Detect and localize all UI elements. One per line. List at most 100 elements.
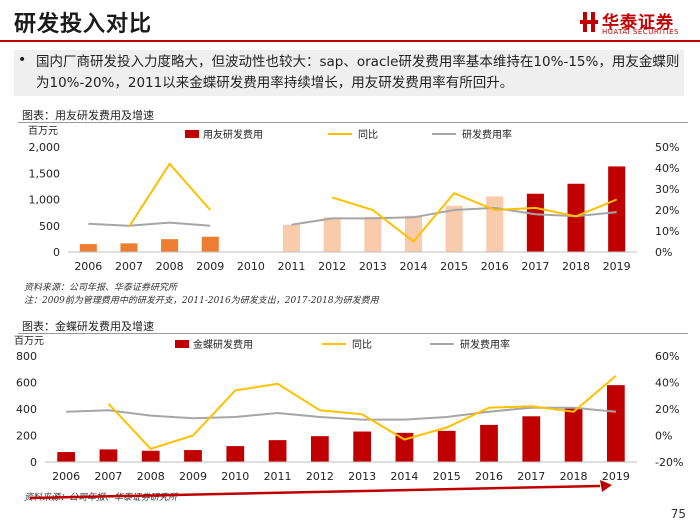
chart2-ytick-left: 0 bbox=[30, 456, 37, 469]
page-title: 研发投入对比 bbox=[14, 11, 153, 37]
chart1-bar bbox=[364, 216, 382, 252]
chart2-ytick-left: 200 bbox=[16, 430, 37, 443]
chart2-legend-bar-swatch bbox=[175, 340, 189, 348]
chart1-ytick-right: 40% bbox=[655, 162, 679, 175]
chart1-xtick: 2015 bbox=[440, 260, 468, 273]
chart1-xtick: 2018 bbox=[562, 260, 590, 273]
chart2-xtick: 2018 bbox=[560, 470, 588, 483]
chart2-bar bbox=[564, 407, 583, 462]
header-divider bbox=[0, 40, 700, 42]
chart2-bar bbox=[606, 385, 625, 462]
chart2-bar bbox=[437, 430, 456, 462]
chart1-bar bbox=[79, 244, 97, 252]
page-number: 75 bbox=[670, 507, 686, 521]
chart2-xtick: 2019 bbox=[602, 470, 630, 483]
chart1-label: 图表：用友研发费用及增速 bbox=[22, 109, 154, 122]
chart2-ytick-right: 60% bbox=[655, 350, 679, 363]
chart1-line-yoy bbox=[331, 191, 618, 243]
chart1-bar bbox=[120, 243, 138, 252]
chart2-line-yoy bbox=[107, 375, 617, 450]
chart2-ytick-left: 400 bbox=[16, 403, 37, 416]
chart1-xtick: 2008 bbox=[156, 260, 184, 273]
chart1-bar bbox=[404, 215, 422, 252]
chart2-label-rule bbox=[18, 333, 688, 334]
chart2-bar bbox=[99, 449, 118, 462]
chart2-line-rate bbox=[66, 406, 616, 421]
chart1-legend-yoy-label: 同比 bbox=[358, 129, 378, 141]
chart1-xtick: 2012 bbox=[318, 260, 346, 273]
chart2-xtick: 2006 bbox=[52, 470, 80, 483]
chart2-bar bbox=[480, 424, 498, 462]
chart2-ytick-right: 20% bbox=[655, 403, 679, 416]
chart1-bar bbox=[201, 236, 219, 252]
bullet-icon: • bbox=[18, 52, 27, 68]
chart2-bar bbox=[353, 431, 372, 462]
huatai-logo-icon bbox=[580, 12, 598, 32]
chart1-ytick-right: 50% bbox=[655, 141, 679, 154]
chart1-xtick: 2007 bbox=[115, 260, 143, 273]
chart1-bar bbox=[608, 166, 626, 252]
chart1-line-rate bbox=[88, 221, 211, 227]
chart2-unit-label: 百万元 bbox=[14, 335, 44, 347]
chart2-xtick: 2011 bbox=[264, 470, 292, 483]
chart2-ytick-left: 800 bbox=[16, 350, 37, 363]
chart2-xtick: 2014 bbox=[390, 470, 418, 483]
chart2-bar bbox=[268, 440, 287, 462]
chart1-bar bbox=[283, 224, 301, 252]
chart2-bar bbox=[226, 446, 245, 462]
chart1-xtick: 2006 bbox=[74, 260, 102, 273]
chart2-ytick-right: 0% bbox=[655, 430, 672, 443]
chart2-ytick-right: 40% bbox=[655, 377, 679, 390]
chart2-source: 资料来源：公司年报、华泰证券研究所 bbox=[24, 493, 178, 503]
chart1-xtick: 2009 bbox=[196, 260, 224, 273]
chart1-ytick-right: 10% bbox=[655, 225, 679, 238]
brand-logo: 华泰证券 HUATAI SECURITIES bbox=[580, 8, 692, 38]
chart1-bar bbox=[567, 183, 585, 252]
chart2-ytick-right: -20% bbox=[655, 456, 683, 469]
chart2-bar bbox=[184, 450, 202, 462]
chart1-xtick: 2019 bbox=[603, 260, 631, 273]
chart2-legend-bar-label: 金蝶研发费用 bbox=[193, 338, 253, 351]
chart2-xtick: 2008 bbox=[137, 470, 165, 483]
chart2-xtick: 2016 bbox=[475, 470, 503, 483]
chart1-ytick-right: 30% bbox=[655, 183, 679, 196]
chart1-ytick-left: 0 bbox=[53, 246, 60, 259]
chart1-ytick-left: 500 bbox=[39, 220, 60, 233]
chart1-legend-bar-label: 用友研发费用 bbox=[203, 128, 263, 141]
logo-subtext: HUATAI SECURITIES bbox=[602, 28, 679, 36]
accent-arrow-icon bbox=[600, 480, 612, 492]
chart2-xtick: 2007 bbox=[94, 470, 122, 483]
chart1-bar bbox=[486, 196, 504, 252]
chart1-legend-rate-label: 研发费用率 bbox=[462, 128, 512, 141]
chart1-label-rule bbox=[18, 122, 688, 123]
chart2-bar bbox=[57, 452, 76, 462]
chart1-xtick: 2016 bbox=[481, 260, 509, 273]
chart2-bar bbox=[310, 436, 329, 462]
chart1-xtick: 2011 bbox=[278, 260, 306, 273]
chart1-source: 资料来源：公司年报、华泰证券研究所 bbox=[24, 283, 178, 293]
chart1-legend-bar-swatch bbox=[185, 130, 199, 138]
chart2-xtick: 2015 bbox=[433, 470, 461, 483]
chart1-ytick-right: 20% bbox=[655, 204, 679, 217]
chart1-unit-label: 百万元 bbox=[28, 125, 58, 137]
chart1-note: 注：2009前为管理费用中的研发开支，2011-2016为研发支出，2017-2… bbox=[24, 296, 379, 306]
chart2-label: 图表：金蝶研发费用及增速 bbox=[22, 320, 154, 333]
chart1-xtick: 2010 bbox=[237, 260, 265, 273]
chart1-line-yoy bbox=[128, 162, 212, 228]
accent-line bbox=[29, 484, 601, 500]
summary-text: 国内厂商研发投入力度略大，但波动性也较大：sap、oracle研发费用率基本维持… bbox=[36, 54, 680, 91]
chart1-bar bbox=[445, 205, 463, 252]
chart2-ytick-left: 600 bbox=[16, 377, 37, 390]
chart1-bar bbox=[161, 239, 179, 252]
chart1-xtick: 2013 bbox=[359, 260, 387, 273]
chart2-bar bbox=[141, 450, 160, 462]
bottom-accent bbox=[29, 480, 612, 500]
chart1-xtick: 2017 bbox=[521, 260, 549, 273]
chart1-ytick-right: 0% bbox=[655, 246, 672, 259]
chart1-svg: 百万元 0 500 1,000 1,500 2,000 0% 10% 20% 30% 40% 50% 2… bbox=[28, 125, 679, 273]
chart2-xtick: 2010 bbox=[221, 470, 249, 483]
chart1-line-rate bbox=[291, 206, 617, 226]
chart2-xtick: 2017 bbox=[517, 470, 545, 483]
chart1-bar bbox=[323, 217, 341, 252]
chart2-legend-yoy-label: 同比 bbox=[352, 339, 372, 351]
